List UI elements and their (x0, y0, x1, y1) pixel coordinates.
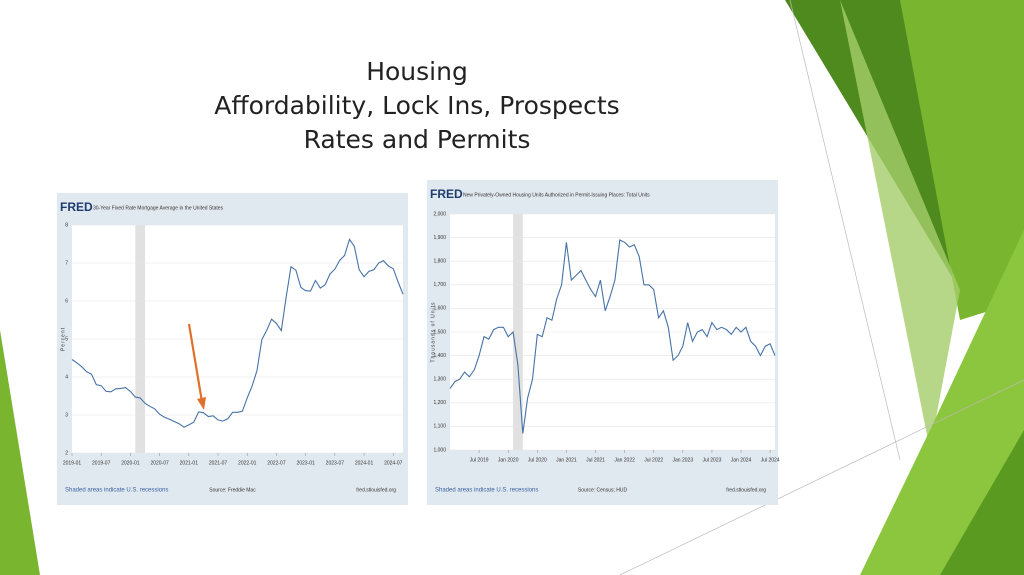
y-tick-label: 1,700 (433, 282, 446, 288)
x-tick-label: 2024-01 (355, 460, 374, 466)
deco (900, 0, 1024, 320)
slide-title: Housing (366, 57, 468, 86)
charts: FRED 30-Year Fixed Rate Mortgage Average … (57, 180, 780, 505)
data-line (71, 238, 404, 428)
y-tick-label: 6 (65, 298, 68, 304)
x-tick-label: 2021-01 (180, 460, 199, 466)
x-tick-label: 2023-07 (326, 460, 345, 466)
chart-title: New Privately-Owned Housing Units Author… (463, 192, 650, 198)
footer-source: Source: Census; HUD (578, 487, 628, 493)
x-tick-label: 2021-07 (209, 460, 228, 466)
y-tick-label: 8 (65, 222, 68, 228)
y-tick-label: 1,100 (433, 424, 446, 430)
x-tick-label: 2022-01 (238, 460, 257, 466)
chart: FRED 30-Year Fixed Rate Mortgage Average … (57, 193, 408, 505)
footer-note: Shaded areas indicate U.S. recessions (65, 488, 168, 494)
slide-title: Affordability, Lock Ins, Prospects (214, 91, 619, 120)
footer-site: fred.stlouisfed.org (356, 487, 396, 493)
x-tick-label: 2024-07 (384, 460, 403, 466)
x-tick-label: 2023-01 (296, 460, 315, 466)
x-tick-label: Jan 2024 (731, 457, 752, 463)
y-tick-label: 1,500 (433, 329, 446, 335)
x-tick-label: Jan 2020 (498, 457, 519, 463)
y-tick-label: 3 (65, 412, 68, 418)
footer-site: fred.stlouisfed.org (726, 487, 766, 493)
x-tick-label: Jul 2020 (528, 457, 547, 463)
x-tick-label: Jul 2021 (586, 457, 605, 463)
y-tick-label: 4 (65, 374, 68, 380)
deco (840, 0, 960, 450)
y-tick-label: 1,400 (433, 353, 446, 359)
x-tick-label: Jan 2021 (556, 457, 577, 463)
deco (0, 330, 40, 575)
deco-line (789, 0, 901, 461)
footer-note: Shaded areas indicate U.S. recessions (435, 488, 538, 494)
y-tick-label: 1,200 (433, 400, 446, 406)
x-tick-label: 2020-07 (150, 460, 169, 466)
x-tick-label: Jan 2023 (673, 457, 694, 463)
chart: FRED New Privately-Owned Housing Units Au… (427, 180, 780, 505)
x-tick-label: Jul 2019 (470, 457, 489, 463)
y-tick-label: 2 (65, 450, 68, 456)
x-tick-label: Jul 2024 (761, 457, 780, 463)
deco (860, 230, 1024, 575)
chart-title: 30-Year Fixed Rate Mortgage Average in t… (93, 205, 224, 211)
x-tick-label: Jul 2022 (644, 457, 663, 463)
y-axis-label: Percent (60, 327, 66, 351)
x-tick-label: 2019-01 (63, 460, 82, 466)
y-tick-label: 1,900 (433, 235, 446, 241)
y-tick-label: 5 (65, 336, 68, 342)
x-tick-label: 2020-01 (121, 460, 140, 466)
footer-source: Source: Freddie Mac (209, 487, 256, 493)
deco-line (619, 379, 1024, 575)
logo: FRED (60, 200, 93, 214)
data-line (449, 239, 776, 434)
y-axis-label: Thousands of Units (430, 301, 436, 362)
slide-title: Rates and Permits (304, 125, 531, 154)
y-tick-label: 1,800 (433, 259, 446, 265)
x-tick-label: Jan 2022 (614, 457, 635, 463)
annotation-arrow (187, 323, 204, 403)
x-tick-label: 2022-07 (267, 460, 286, 466)
x-tick-label: Jul 2023 (702, 457, 721, 463)
annotation-arrowhead (197, 397, 206, 410)
x-tick-label: 2019-07 (92, 460, 111, 466)
y-tick-label: 2,000 (433, 211, 446, 217)
logo: FRED (430, 187, 463, 201)
deco (940, 430, 1024, 575)
y-tick-label: 1,300 (433, 377, 446, 383)
y-tick-label: 1,600 (433, 306, 446, 312)
y-tick-label: 1,000 (433, 447, 446, 453)
y-tick-label: 7 (65, 260, 68, 266)
